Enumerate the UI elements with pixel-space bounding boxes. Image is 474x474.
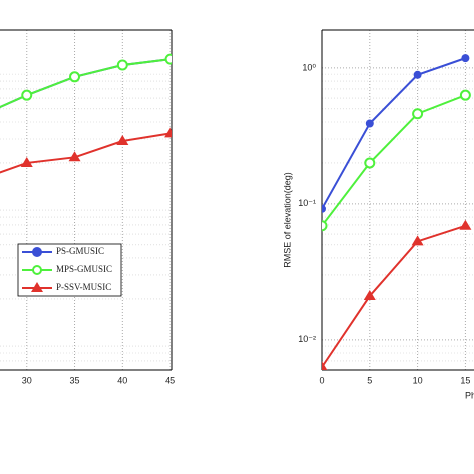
x-tick-label: 15 — [460, 375, 470, 385]
marker — [322, 220, 328, 232]
legend-marker — [31, 282, 43, 292]
marker — [68, 151, 81, 162]
legend-symbol — [32, 247, 42, 257]
series-line — [0, 58, 171, 109]
y-tick-label: 10⁰ — [302, 62, 316, 72]
marker — [69, 71, 81, 83]
x-tick-label: 40 — [117, 375, 127, 385]
marker — [411, 235, 424, 246]
marker — [20, 156, 33, 167]
y-tick-label: 10⁻¹ — [298, 198, 316, 208]
legend-label: P-SSV-MUSIC — [56, 282, 111, 292]
marker — [413, 70, 422, 79]
legend-marker — [32, 247, 42, 257]
plot-area — [322, 54, 472, 370]
x-tick-label: 10 — [413, 375, 423, 385]
legend-marker — [32, 265, 42, 275]
marker — [164, 127, 172, 138]
x-tick-label: 45 — [165, 375, 175, 385]
plot-area — [0, 53, 172, 174]
marker — [21, 89, 33, 101]
marker — [459, 219, 472, 230]
y-tick-label: 10⁻² — [298, 334, 316, 344]
legend-label: PS-GMUSIC — [56, 246, 104, 256]
marker — [164, 53, 172, 65]
marker — [363, 290, 376, 301]
x-axis-label: Ph — [465, 390, 474, 400]
marker — [116, 134, 129, 145]
legend-symbol — [32, 265, 42, 275]
series-line — [322, 94, 466, 227]
y-axis-label: RMSE of elevation(deg) — [282, 172, 292, 268]
marker — [322, 361, 328, 370]
x-tick-label: 5 — [367, 375, 372, 385]
legend-label: MPS-GMUSIC — [56, 264, 112, 274]
marker — [412, 108, 424, 120]
marker — [459, 89, 471, 101]
series-line — [322, 224, 466, 368]
series-line — [0, 58, 171, 109]
x-tick-label: 30 — [22, 375, 32, 385]
series-line — [322, 57, 466, 210]
marker — [365, 119, 374, 128]
marker — [461, 54, 470, 63]
marker — [116, 59, 128, 71]
marker — [322, 204, 326, 213]
series-line — [0, 132, 171, 174]
legend-symbol — [31, 282, 43, 292]
x-tick-label: 35 — [70, 375, 80, 385]
marker — [364, 157, 376, 169]
x-tick-label: 0 — [319, 375, 324, 385]
